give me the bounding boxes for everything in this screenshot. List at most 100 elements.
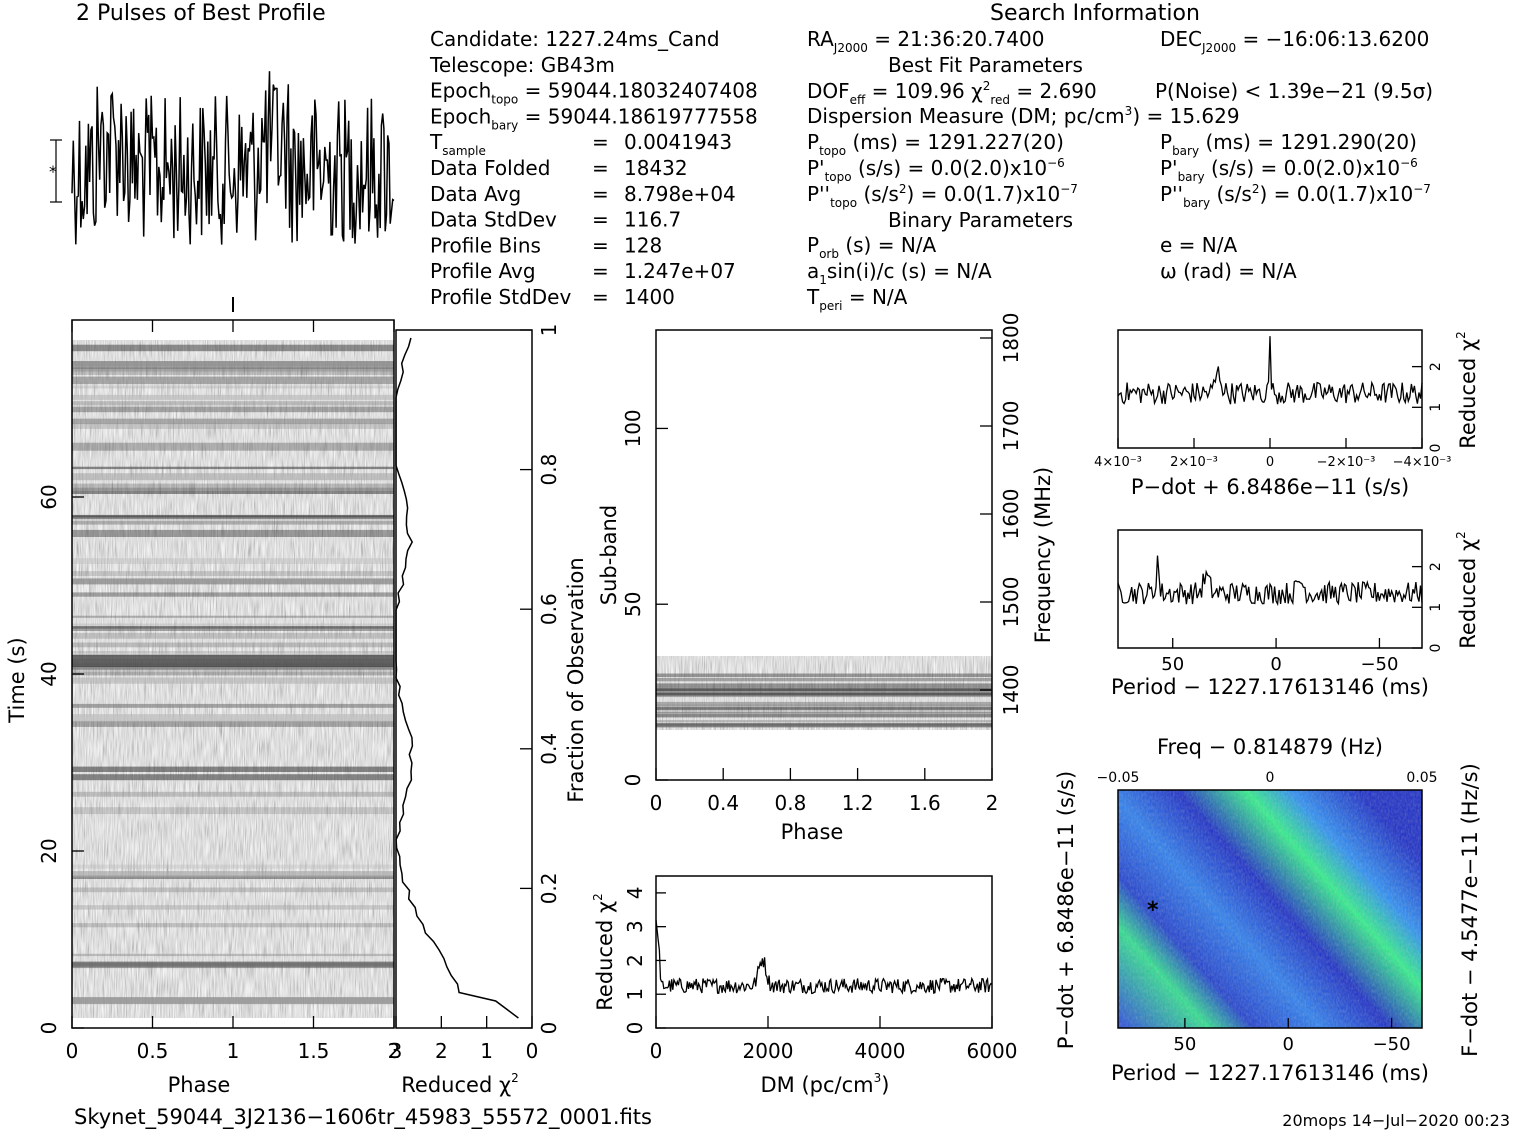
phase-tick-label: 1: [227, 1039, 240, 1063]
period-pdot-panel: * 50 0 −50 −0.05 0 0.05: [1097, 770, 1438, 1055]
time-stripe: [72, 516, 394, 520]
period-ylabel: Reduced χ2: [1454, 531, 1480, 648]
sb-phase-tick-label: 1.6: [909, 791, 941, 815]
best-fit-marker: *: [1147, 898, 1159, 923]
period-pdot-texture: [1118, 790, 1422, 1028]
chi2-time-frame: [395, 329, 533, 1029]
fraction-tick-label: 0.4: [537, 733, 561, 765]
profile-title: 2 Pulses of Best Profile: [76, 1, 326, 26]
pp-x-tick-label: 0: [1283, 1034, 1294, 1055]
binary-title: Binary Parameters: [888, 208, 1073, 232]
x-tick-label: −50: [1360, 654, 1398, 675]
subband-stripe: [656, 695, 992, 697]
phase-tick-label: 0.5: [137, 1039, 169, 1063]
errorbar-marker: *: [49, 162, 57, 181]
subband-tick-label: 100: [621, 409, 645, 447]
y-tick-label: 2: [1428, 562, 1444, 571]
subband-label: Sub-band: [597, 505, 621, 605]
freq-tick-label: 1400: [999, 665, 1023, 716]
info-equals: =: [592, 156, 609, 180]
subband-tick-label: 0: [621, 774, 645, 787]
search-parameters: RAJ2000 = 21:36:20.7400 DECJ2000 = −16:0…: [806, 27, 1433, 313]
subband-stripe: [656, 701, 992, 706]
ra-label: RAJ2000 = 21:36:20.7400: [807, 27, 1044, 55]
phase-tick-label: 2: [388, 1039, 401, 1063]
best-fit-title: Best Fit Parameters: [888, 53, 1083, 77]
phase-label-1: Phase: [168, 1073, 231, 1097]
pdot-chi2-line: [1117, 336, 1423, 406]
info-row: Tsample: [429, 130, 486, 158]
time-stripe: [72, 626, 394, 629]
sb-phase-tick-label: 0.4: [707, 791, 739, 815]
pp-xlabel: Period − 1227.17613146 (ms): [1111, 1061, 1429, 1085]
info-equals: =: [592, 130, 609, 154]
info-value: 1.247e+07: [624, 259, 736, 283]
time-stripe: [72, 491, 394, 494]
dm-tick-label: 4000: [855, 1039, 906, 1063]
info-row: Data Folded: [430, 156, 550, 180]
profile-chart: *: [49, 71, 395, 312]
time-axis-label: Time (s): [5, 637, 29, 723]
info-equals: =: [592, 182, 609, 206]
time-stripe: [72, 473, 394, 481]
time-stripe: [72, 592, 394, 597]
subband-stripe: [656, 724, 992, 728]
pddot-bary-line: P''bary (s/s2) = 0.0(1.7)x10−7: [1160, 182, 1431, 210]
time-stripe: [72, 703, 394, 708]
time-stripe: [72, 807, 394, 815]
subband-tick-label: 50: [621, 591, 645, 616]
time-stripe: [72, 905, 394, 910]
time-stripe: [72, 368, 394, 372]
time-tick-label: 20: [37, 838, 61, 863]
pbary-line: Pbary (ms) = 1291.290(20): [1160, 130, 1417, 158]
subband-stripe: [656, 713, 992, 718]
pp-top-tick-label: 0.05: [1406, 770, 1437, 786]
info-value: 116.7: [624, 208, 681, 232]
freq-tick-label: 1700: [999, 401, 1023, 452]
chi2-time-ticks: 3 2 1 000.20.40.60.81: [390, 324, 561, 1063]
sb-phase-tick-label: 2: [986, 791, 999, 815]
dm-ylabel: Reduced χ2: [591, 893, 617, 1010]
phase-tick-label: 0: [66, 1039, 79, 1063]
omega-line: ω (rad) = N/A: [1160, 259, 1297, 283]
subband-ticks: 0 0.4 0.8 1.2 1.6 2 0 50 100 1400 1500 1600 1700 1800: [621, 313, 1023, 815]
time-stripe: [72, 367, 394, 375]
ecc-line: e = N/A: [1160, 233, 1237, 257]
filename: Skynet_59044_3J2136−1606tr_45983_55572_0…: [74, 1105, 652, 1130]
info-equals: =: [592, 285, 609, 309]
fraction-tick-label: 0: [537, 1022, 561, 1035]
subband-stripe: [656, 711, 992, 716]
time-stripe: [72, 385, 394, 389]
ptopo-line: Ptopo (ms) = 1291.227(20): [807, 130, 1064, 158]
dec-label: DECJ2000 = −16:06:13.6200: [1160, 27, 1429, 55]
time-phase-stripes: [72, 344, 394, 1005]
info-row: Profile Avg: [430, 259, 536, 283]
subband-panel: 0 0.4 0.8 1.2 1.6 2 0 50 100 1400 1500 1600 1700 1800: [621, 313, 1023, 815]
dm-chi-tick-label: 3: [623, 920, 647, 933]
dm-xlabel: DM (pc/cm3): [761, 1071, 890, 1097]
time-stripe: [72, 791, 394, 797]
time-stripe: [72, 361, 394, 369]
pdot-topo-line: P'topo (s/s) = 0.0(2.0)x10−6: [807, 156, 1065, 184]
time-stripe: [72, 651, 394, 654]
info-row: Candidate: 1227.24ms_Cand: [430, 27, 720, 51]
subband-stripe: [656, 704, 992, 708]
time-stripe: [72, 871, 394, 878]
dm-chi-tick-label: 2: [623, 954, 647, 967]
dm-chi-tick-label: 4: [623, 887, 647, 900]
info-row: Telescope: GB43m: [429, 53, 615, 77]
a1-line: a1sin(i)/c (s) = N/A: [807, 259, 992, 287]
info-value: 0.0041943: [624, 130, 732, 154]
freq-tick-label: 1800: [999, 313, 1023, 364]
dm-chi-tick-label: 0: [623, 1022, 647, 1035]
fraction-tick-label: 1: [537, 324, 561, 337]
dm-chi2-ticks: 0 2000 4000 6000 0 1 2 3 4: [623, 887, 1017, 1063]
pdot-bary-line: P'bary (s/s) = 0.0(2.0)x10−6: [1160, 156, 1418, 184]
info-row: Profile StdDev: [430, 285, 571, 309]
time-stripe: [72, 632, 394, 639]
time-stripe: [72, 961, 394, 969]
y-tick-label: 0: [1428, 444, 1444, 453]
frequency-label: Frequency (MHz): [1031, 467, 1055, 643]
